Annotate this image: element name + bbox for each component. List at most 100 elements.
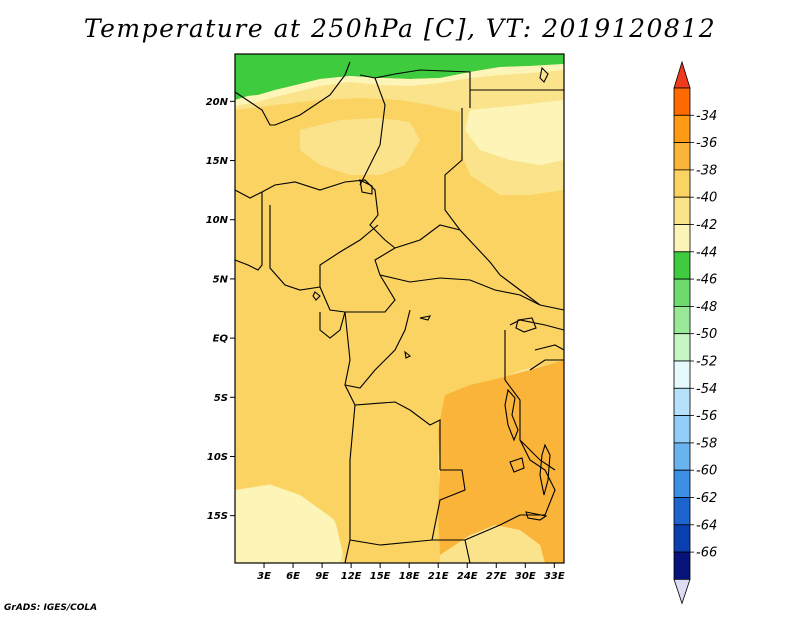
lon-tick-label: 6E bbox=[286, 571, 300, 582]
colorbar-bottom-arrow bbox=[673, 579, 691, 605]
temperature-fields bbox=[235, 54, 564, 563]
colorbar-label: -44 bbox=[696, 245, 717, 260]
country-borders bbox=[234, 61, 565, 564]
colorbar-label: -66 bbox=[696, 546, 717, 561]
colorbar-swatch bbox=[673, 360, 691, 389]
lake-outline bbox=[404, 350, 412, 359]
border-line bbox=[529, 359, 564, 371]
colorbar-swatch bbox=[673, 305, 691, 335]
colorbar-label: -38 bbox=[696, 163, 717, 178]
lon-tick-label: 9E bbox=[315, 571, 329, 582]
colorbar-swatch bbox=[673, 551, 691, 580]
field-warm bbox=[235, 98, 564, 563]
colorbar-swatch bbox=[673, 114, 691, 144]
lake-outline bbox=[419, 315, 431, 321]
lake-outline bbox=[504, 388, 519, 442]
chart-title: Temperature at 250hPa [C], VT: 201912081… bbox=[83, 14, 717, 43]
field-pale-centralnorth bbox=[300, 118, 420, 175]
lon-tick-label: 15E bbox=[370, 571, 391, 582]
lat-tick-label: 5S bbox=[214, 393, 228, 404]
lon-tick-label: 21E bbox=[428, 571, 449, 582]
colorbar-swatch bbox=[673, 196, 691, 225]
border-line bbox=[504, 330, 556, 516]
lon-tick-label: 30E bbox=[515, 571, 536, 582]
border-line bbox=[234, 192, 263, 271]
field-cold-north bbox=[235, 54, 564, 100]
colorbar-label: -54 bbox=[696, 382, 717, 397]
border-line bbox=[464, 514, 545, 541]
field-hot-southeast bbox=[438, 360, 564, 563]
lon-tick-label: 12E bbox=[341, 571, 362, 582]
latitude-axis: 20N 15N 10N 5N EQ 5S 10S 15S bbox=[206, 97, 235, 522]
field-pale-east bbox=[465, 100, 564, 165]
lon-tick-label: 27E bbox=[486, 571, 507, 582]
border-line bbox=[344, 309, 411, 389]
border-line bbox=[519, 439, 556, 471]
lat-tick-label: EQ bbox=[213, 334, 229, 345]
colorbar-label: -58 bbox=[696, 436, 717, 451]
field-pale-south bbox=[235, 485, 345, 563]
lake-outline bbox=[539, 443, 551, 496]
border-line bbox=[234, 91, 275, 126]
lat-tick-label: 20N bbox=[206, 97, 229, 108]
border-line bbox=[319, 311, 346, 339]
colorbar-swatch bbox=[673, 415, 691, 444]
colorbar-swatch bbox=[673, 278, 691, 307]
colorbar-swatch bbox=[673, 442, 691, 471]
colorbar-swatch bbox=[673, 497, 691, 526]
border-line bbox=[269, 205, 321, 291]
colorbar-swatch bbox=[673, 387, 691, 416]
colorbar-swatch bbox=[673, 169, 691, 198]
border-line bbox=[379, 274, 541, 306]
colorbar-swatch bbox=[673, 524, 691, 553]
border-line bbox=[394, 224, 461, 249]
border-line bbox=[444, 108, 565, 311]
map-frame bbox=[234, 53, 565, 564]
border-line bbox=[534, 344, 565, 351]
border-line bbox=[359, 69, 471, 108]
longitude-axis: 3E 6E 9E 12E 15E 18E 21E 24E 27E 30E 33E bbox=[257, 563, 565, 582]
lon-tick-label: 3E bbox=[257, 571, 271, 582]
colorbar-label: -42 bbox=[696, 218, 717, 233]
lat-tick-label: 15S bbox=[207, 511, 228, 522]
colorbar-label: -60 bbox=[696, 464, 717, 479]
lat-tick-label: 15N bbox=[206, 156, 229, 167]
border-line bbox=[344, 539, 433, 564]
colorbar-label: -48 bbox=[696, 300, 717, 315]
border-line bbox=[359, 77, 386, 186]
colorbar-label: -52 bbox=[696, 355, 717, 370]
lat-tick-label: 10N bbox=[206, 215, 229, 226]
lake-outline bbox=[359, 179, 373, 195]
lat-tick-label: 5N bbox=[213, 274, 229, 285]
colorbar-swatch bbox=[673, 142, 691, 171]
grads-credit: GrADS: IGES/COLA bbox=[4, 603, 98, 613]
colorbar-label: -46 bbox=[696, 273, 717, 288]
colorbar-label: -36 bbox=[696, 136, 717, 151]
colorbar: -34 -36 -38 -40 -42 -44 -46 -48 -50 -52 -54 -56 -58 -… bbox=[673, 60, 717, 605]
lake-outline bbox=[525, 511, 548, 521]
colorbar-swatch bbox=[673, 87, 691, 116]
colorbar-label: -40 bbox=[696, 191, 717, 206]
border-line bbox=[349, 404, 356, 540]
border-line bbox=[319, 224, 379, 287]
lake-outline bbox=[509, 457, 525, 473]
colorbar-swatch bbox=[673, 469, 691, 498]
colorbar-label: -34 bbox=[696, 109, 717, 124]
lake-outline bbox=[515, 317, 537, 333]
lat-tick-label: 10S bbox=[207, 452, 228, 463]
lake-outline bbox=[539, 66, 549, 83]
border-line bbox=[274, 61, 351, 126]
border-line bbox=[319, 247, 396, 313]
lon-tick-label: 33E bbox=[544, 571, 565, 582]
lon-tick-label: 24E bbox=[457, 571, 478, 582]
colorbar-swatch bbox=[673, 224, 691, 253]
colorbar-label: -56 bbox=[696, 409, 717, 424]
lakes-coast bbox=[312, 66, 551, 521]
lon-tick-label: 18E bbox=[399, 571, 420, 582]
colorbar-label: -62 bbox=[696, 491, 717, 506]
colorbar-swatch bbox=[673, 333, 691, 362]
field-pale-north bbox=[235, 64, 564, 106]
border-line bbox=[509, 319, 565, 331]
map-panel bbox=[234, 53, 565, 564]
